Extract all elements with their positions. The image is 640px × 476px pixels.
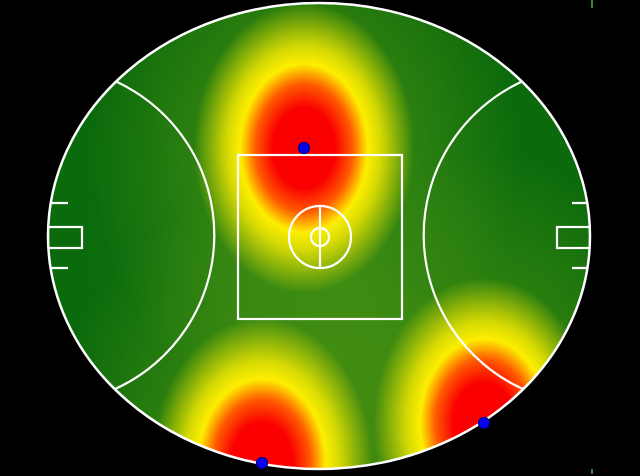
field-surface — [48, 3, 590, 469]
goal-square-left — [48, 225, 84, 250]
data-point — [255, 456, 269, 470]
stray-tick-top — [591, 0, 593, 8]
center-square — [236, 153, 404, 321]
data-point — [477, 416, 491, 430]
data-point — [297, 141, 311, 155]
field-markings — [48, 81, 590, 391]
boundary-line — [46, 1, 592, 471]
fifty-metre-arc-left — [114, 81, 216, 391]
goal-square-right — [555, 225, 590, 250]
stray-tick-bottom — [591, 469, 593, 474]
fifty-metre-arc-right — [422, 81, 524, 391]
